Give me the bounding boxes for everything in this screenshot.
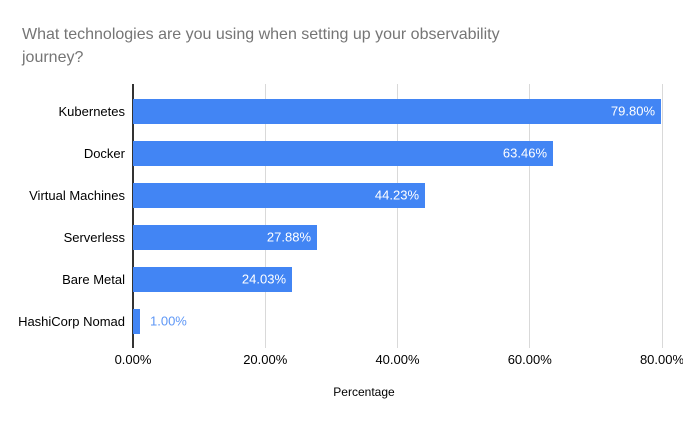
x-axis-tick-label: 0.00%	[114, 352, 152, 367]
value-label: 24.03%	[241, 271, 286, 287]
bar-row: Virtual Machines 44.23%	[0, 174, 683, 216]
x-axis-tick-label: 40.00%	[375, 352, 420, 367]
plot-area	[0, 84, 683, 348]
category-label: HashiCorp Nomad	[18, 313, 125, 329]
y-axis-line	[132, 84, 134, 348]
bar-track: 44.23%	[133, 182, 683, 208]
bar-row: HashiCorp Nomad 1.00%	[0, 300, 683, 342]
gridline	[661, 84, 663, 348]
value-label: 1.00%	[150, 313, 187, 329]
category-label: Kubernetes	[58, 103, 126, 119]
chart-title: What technologies are you using when set…	[22, 23, 500, 69]
x-axis-tick-label: 80.00%	[639, 352, 683, 367]
category-label: Bare Metal	[62, 271, 125, 287]
category-label: Serverless	[63, 229, 125, 245]
bar-rows: Kubernetes 79.80% Docker 63.46% Virtual Mach…	[0, 90, 683, 342]
gridline	[397, 84, 398, 348]
bar-row: Serverless 27.88%	[0, 216, 683, 258]
bar-row: Bare Metal 24.03%	[0, 258, 683, 300]
gridline	[529, 84, 531, 348]
bar: 24.03%	[133, 266, 292, 292]
bar-track: 1.00%	[133, 308, 683, 334]
chart-title-line1: What technologies are you using when set…	[22, 26, 500, 43]
x-axis-title: Percentage	[333, 385, 395, 399]
bar	[133, 308, 140, 334]
gridline	[264, 84, 266, 348]
value-label: 79.80%	[610, 103, 655, 119]
x-axis-tick-label: 60.00%	[507, 352, 552, 367]
value-label: 27.88%	[266, 229, 311, 245]
bar-track: 79.80%	[133, 98, 683, 124]
x-axis-tick-label: 20.00%	[243, 352, 288, 367]
bar-track: 24.03%	[133, 266, 683, 292]
bar-row: Docker 63.46%	[0, 132, 683, 174]
category-label: Virtual Machines	[29, 187, 125, 203]
bar-track: 63.46%	[133, 140, 683, 166]
bar: 44.23%	[133, 182, 425, 208]
bar: 27.88%	[133, 224, 317, 250]
chart-title-line2: journey?	[22, 49, 84, 66]
bar-row: Kubernetes 79.80%	[0, 90, 683, 132]
bar-track: 27.88%	[133, 224, 683, 250]
bar: 63.46%	[133, 140, 553, 166]
category-label: Docker	[83, 145, 125, 161]
bar: 79.80%	[133, 98, 661, 124]
value-label: 44.23%	[374, 187, 419, 203]
value-label: 63.46%	[502, 145, 547, 161]
x-axis-tick-labels: 0.00% 20.00% 40.00% 60.00% 80.00%	[0, 352, 683, 367]
